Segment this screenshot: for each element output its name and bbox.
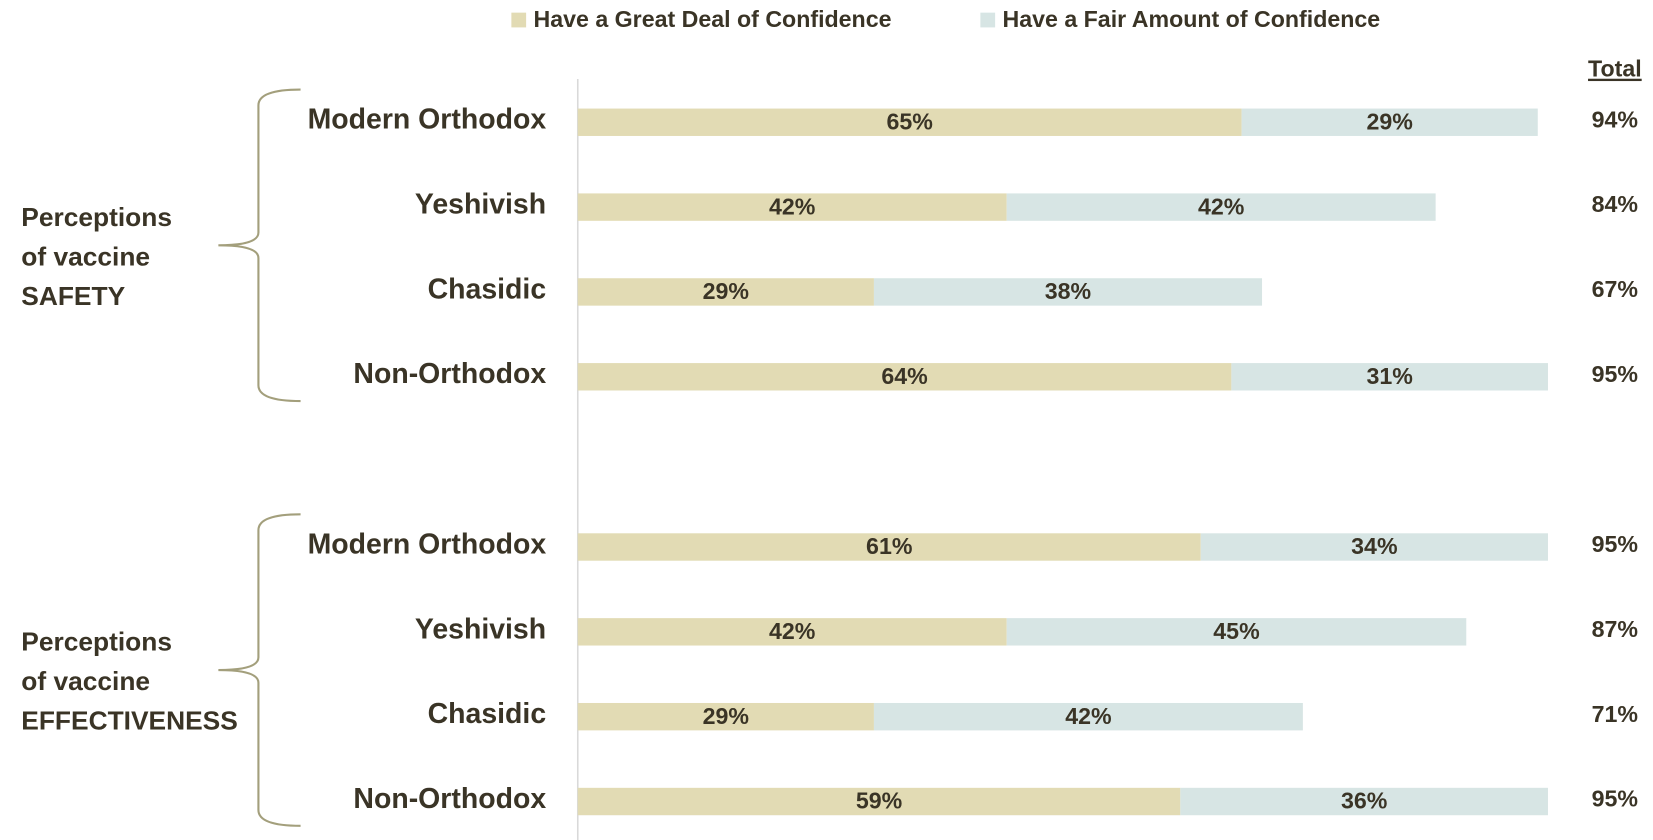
data-label: 42% [1198,193,1244,219]
category-label: Non-Orthodox [353,783,546,815]
bar-segment [577,702,874,731]
data-label: 42% [769,193,815,219]
group-brace [218,513,301,827]
category-label: Modern Orthodox [308,104,547,136]
data-label: 65% [886,108,932,134]
legend-swatch [511,12,527,28]
bar-segment [577,533,1201,561]
total-label: 84% [1592,191,1638,217]
total-label: 94% [1592,106,1638,132]
bar-segment [577,278,874,306]
data-label: 42% [1065,703,1111,729]
data-label: 42% [769,618,815,644]
bar-segment [577,363,1232,391]
category-label: Chasidic [428,698,547,730]
category-label: Non-Orthodox [353,358,546,390]
data-label: 31% [1366,363,1412,389]
bar-segment [1231,363,1548,391]
group-label: Perceptions [21,202,172,232]
total-label: 87% [1592,616,1638,642]
data-label: 38% [1045,278,1091,304]
bar-segment [1180,787,1548,816]
bar-segment [1006,193,1436,221]
category-label: Yeshivish [415,613,546,645]
bar-segment [1241,108,1538,136]
data-label: 59% [856,788,902,814]
total-label: 95% [1592,361,1638,387]
data-label: 34% [1351,533,1397,559]
category-label: Modern Orthodox [308,528,547,560]
bar-segment [873,278,1263,306]
total-header: Total [1588,56,1642,82]
legend-label: Have a Fair Amount of Confidence [1003,6,1381,32]
total-label: 67% [1592,276,1638,302]
legend-label: Have a Great Deal of Confidence [534,6,892,32]
bar-segment [1200,533,1548,561]
data-label: 36% [1341,788,1387,814]
group-label: SAFETY [21,281,125,311]
bar-segment [577,618,1007,646]
total-label: 95% [1592,786,1638,812]
bar-segment [577,787,1181,816]
data-label: 29% [1366,108,1412,134]
bar-segment [873,702,1303,731]
data-label: 29% [703,703,749,729]
data-label: 61% [866,533,912,559]
data-label: 64% [881,363,927,389]
data-label: 29% [703,278,749,304]
group-brace [218,88,301,403]
category-label: Chasidic [428,273,547,305]
group-label: Perceptions [21,627,172,657]
bar-segment [577,193,1007,221]
total-label: 95% [1592,531,1638,557]
group-label: EFFECTIVENESS [21,706,238,736]
bar-segment [1006,618,1467,646]
group-label: of vaccine [21,666,150,696]
group-label: of vaccine [21,241,150,271]
legend-swatch [980,12,996,28]
total-label: 71% [1592,701,1638,727]
category-label: Yeshivish [415,189,546,221]
data-label: 45% [1213,618,1259,644]
bar-segment [577,108,1242,136]
